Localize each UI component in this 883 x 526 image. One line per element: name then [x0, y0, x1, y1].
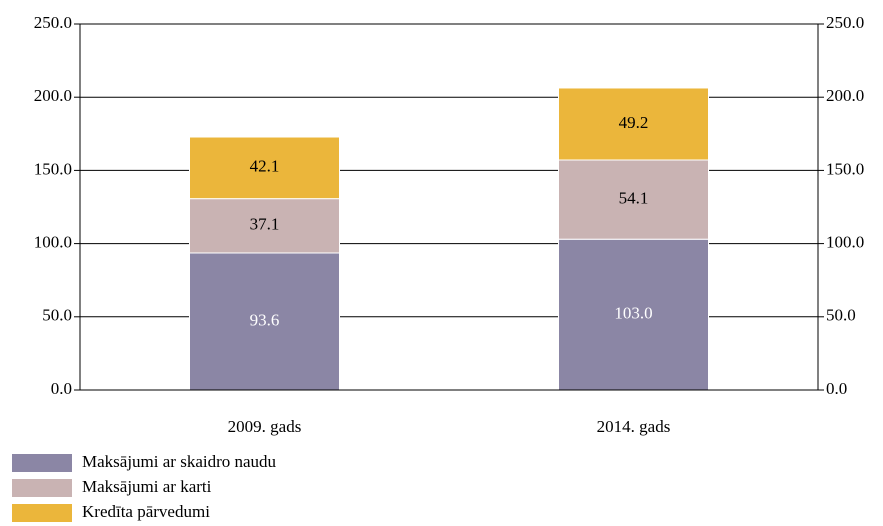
- data-label: 103.0: [614, 304, 652, 323]
- bar-segment: [558, 159, 709, 240]
- y2-tick-label: 150.0: [826, 159, 864, 178]
- data-label: 49.2: [619, 113, 649, 132]
- bar-segment: [189, 198, 340, 254]
- y-tick-label: 0.0: [51, 379, 72, 398]
- legend-swatch: [12, 454, 72, 472]
- legend-label: Maksājumi ar karti: [82, 477, 212, 496]
- y2-tick-label: 0.0: [826, 379, 847, 398]
- legend-label: Maksājumi ar skaidro naudu: [82, 452, 277, 471]
- x-tick-label: 2009. gads: [228, 417, 302, 436]
- legend-swatch: [12, 479, 72, 497]
- y2-tick-label: 50.0: [826, 306, 856, 325]
- bar-segment: [189, 136, 340, 200]
- y-tick-label: 250.0: [34, 13, 72, 32]
- y2-tick-label: 100.0: [826, 233, 864, 252]
- data-label: 37.1: [250, 215, 280, 234]
- legend-swatch: [12, 504, 72, 522]
- x-tick-label: 2014. gads: [597, 417, 671, 436]
- y-tick-label: 100.0: [34, 233, 72, 252]
- y-tick-label: 50.0: [42, 306, 72, 325]
- bar-segment: [558, 87, 709, 161]
- y2-tick-label: 250.0: [826, 13, 864, 32]
- bar-segment: [558, 238, 709, 391]
- legend-label: Kredīta pārvedumi: [82, 502, 210, 521]
- data-label: 42.1: [250, 157, 280, 176]
- bar-segment: [189, 252, 340, 391]
- y-tick-label: 200.0: [34, 86, 72, 105]
- y2-tick-label: 200.0: [826, 86, 864, 105]
- data-label: 54.1: [619, 189, 649, 208]
- data-label: 93.6: [250, 310, 280, 329]
- y-tick-label: 150.0: [34, 159, 72, 178]
